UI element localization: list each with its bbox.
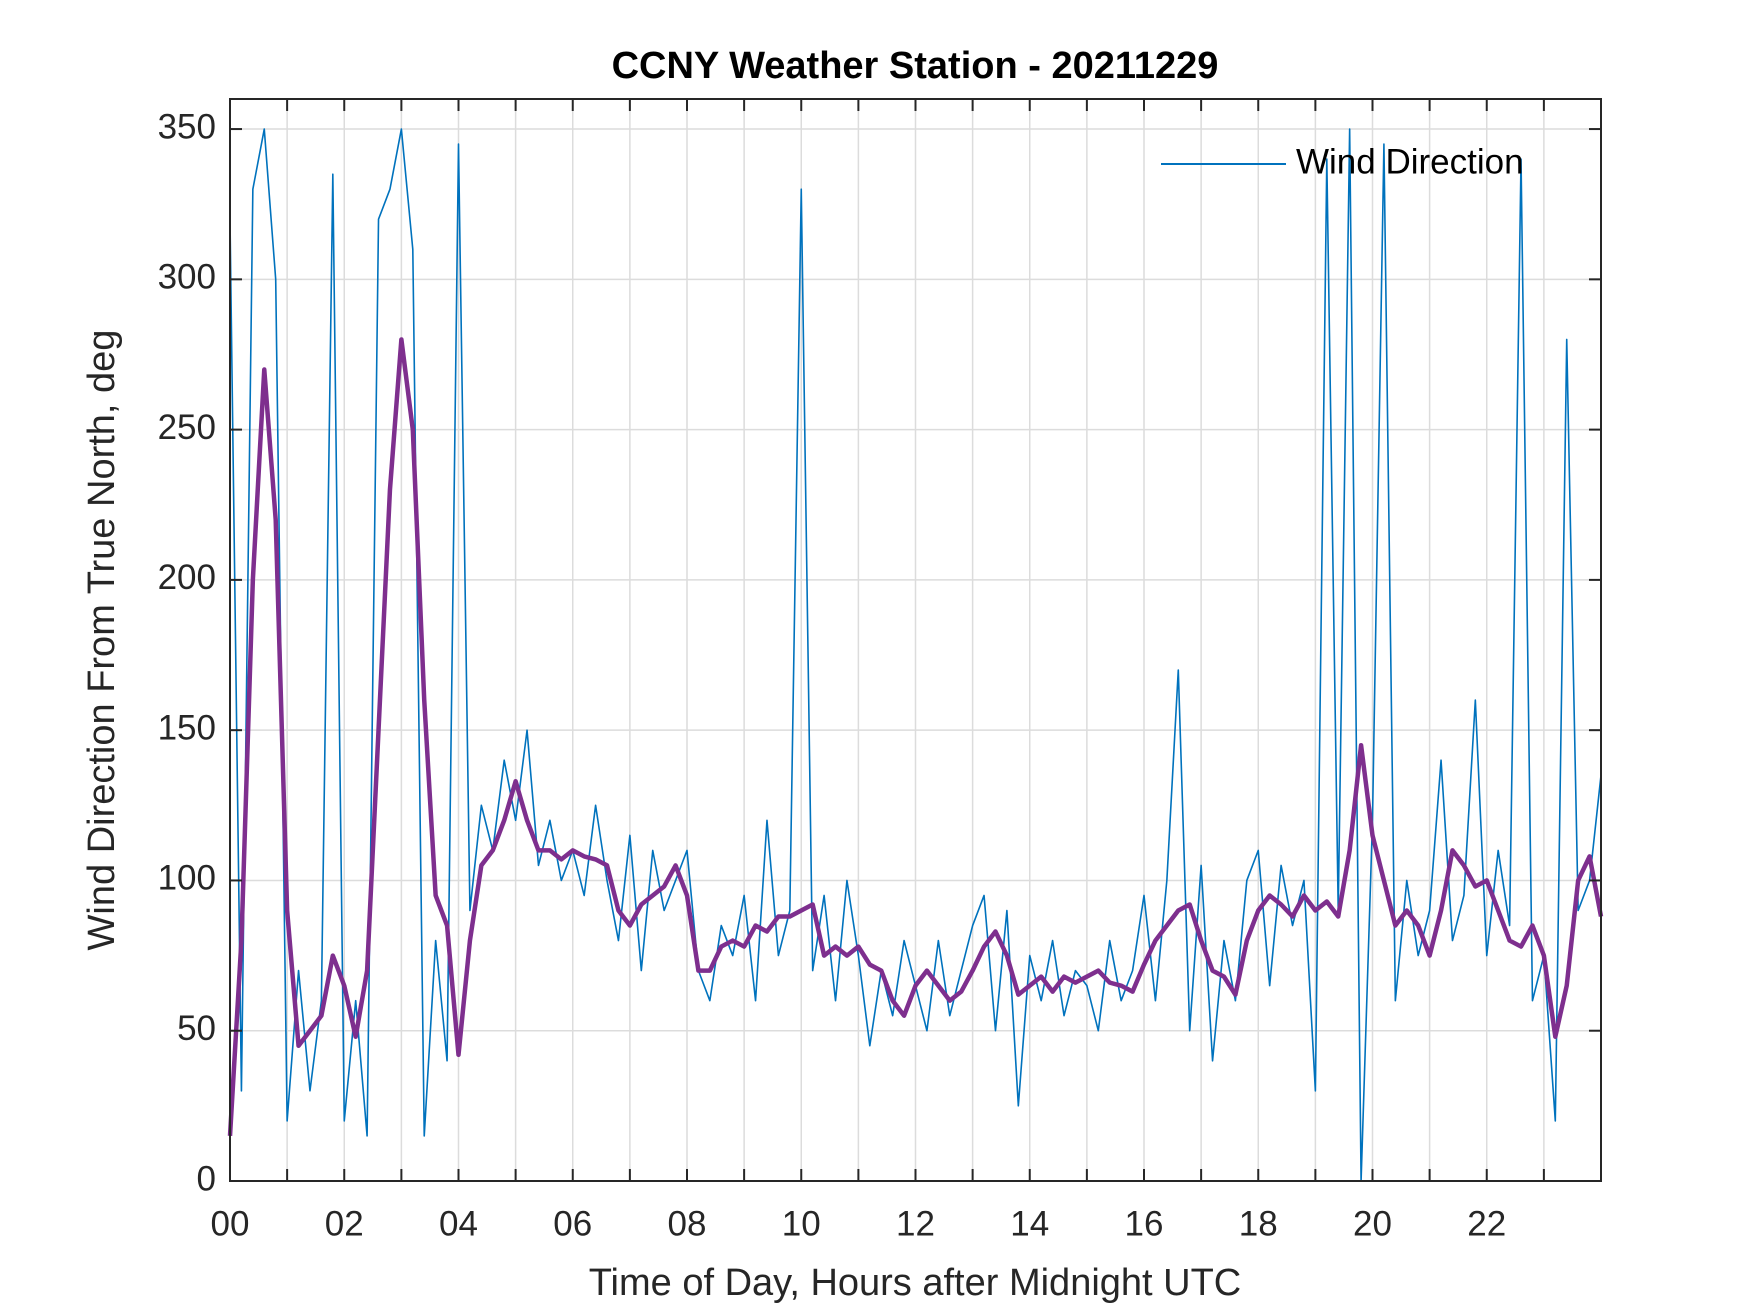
x-tick-label: 18 [1239,1204,1278,1243]
y-tick-label: 50 [177,1009,216,1048]
legend-label: Wind Direction [1296,142,1524,181]
x-tick-label: 04 [439,1204,478,1243]
y-tick-label: 100 [158,859,216,898]
legend: Wind Direction [1161,142,1524,181]
y-tick-label: 250 [158,408,216,447]
x-tick-label: 06 [553,1204,592,1243]
x-tick-label: 22 [1467,1204,1506,1243]
y-tick-label: 300 [158,258,216,297]
y-tick-label: 0 [197,1159,216,1198]
y-tick-label: 350 [158,107,216,146]
x-tick-label: 20 [1353,1204,1392,1243]
y-tick-label: 150 [158,708,216,747]
x-tick-label: 16 [1125,1204,1164,1243]
chart-title: CCNY Weather Station - 20211229 [612,45,1219,87]
y-tick-label: 200 [158,558,216,597]
x-tick-label: 10 [782,1204,821,1243]
y-axis-label: Wind Direction From True North, deg [81,330,123,951]
x-tick-label: 08 [668,1204,707,1243]
x-tick-label: 12 [896,1204,935,1243]
data-line [227,337,1604,1137]
x-tick-label: 02 [325,1204,364,1243]
x-tick-label: 00 [211,1204,250,1243]
x-axis-label: Time of Day, Hours after Midnight UTC [589,1262,1242,1304]
x-tick-label: 14 [1010,1204,1049,1243]
